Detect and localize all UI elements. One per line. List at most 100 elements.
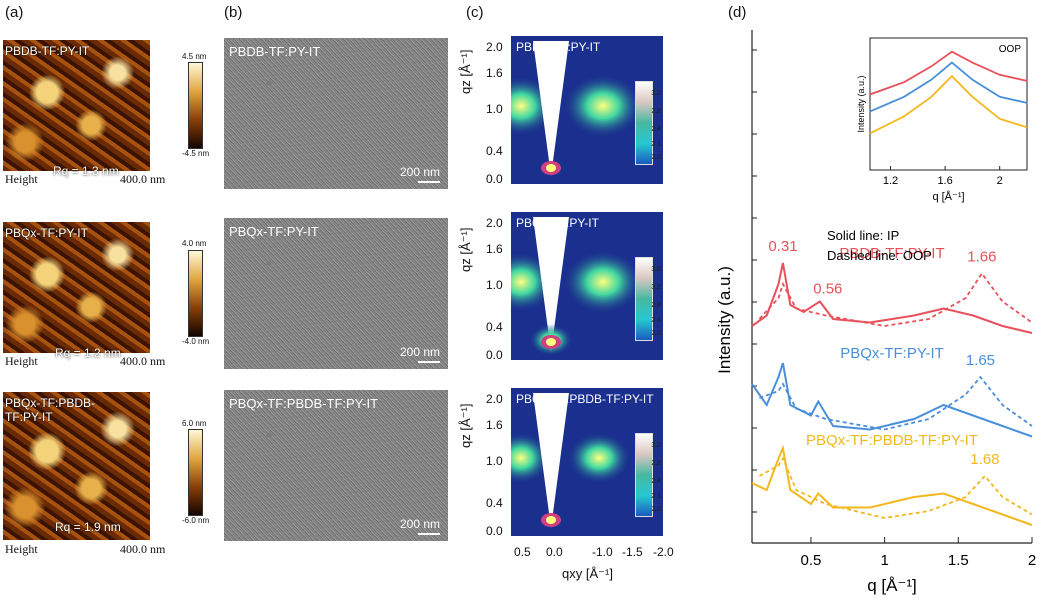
series-label: PBQx-TF:PY-IT — [840, 345, 944, 362]
giwaxs-ylabel: qz [Å⁻¹] — [458, 227, 473, 272]
panel-label-a: (a) — [5, 4, 24, 21]
afm-colorbar-max: 4.5 nm — [182, 52, 207, 61]
giwaxs-cb-tick: 2.0 — [651, 506, 661, 513]
tem-image-3: PBQx-TF:PBDB-TF:PY-IT 200 nm — [224, 390, 448, 541]
giwaxs-xtick: -1.0 — [592, 545, 613, 559]
giwaxs-ytick: 1.0 — [486, 102, 503, 116]
afm-height-label: Height — [5, 172, 38, 186]
afm-colorbar — [188, 62, 203, 149]
giwaxs-ytick: 0.0 — [486, 348, 503, 362]
giwaxs-colorbar — [635, 257, 653, 341]
afm-colorbar — [188, 429, 203, 516]
giwaxs-ytick: 0.4 — [486, 320, 503, 334]
tem-scale-bar — [418, 181, 440, 183]
peak-annotation: 1.65 — [966, 352, 995, 369]
x-tick-label: 2 — [1028, 552, 1036, 569]
series-line-ip — [751, 444, 1033, 526]
giwaxs-pattern — [511, 217, 643, 356]
giwaxs-cb-tick: 2.4 — [651, 126, 661, 133]
panel-label-d: (d) — [728, 4, 747, 21]
y-axis-label: Intensity (a.u.) — [715, 266, 734, 374]
tem-scale-label: 200 nm — [399, 517, 440, 531]
giwaxs-cb-tick: 2.1 — [651, 141, 661, 148]
afm-colorbar-min: -6.0 nm — [182, 516, 210, 525]
series-line-oop — [758, 271, 1033, 327]
tem-scale-bar — [418, 533, 440, 535]
giwaxs-colorbar — [635, 81, 653, 165]
giwaxs-cb-tick: 3.6 — [651, 266, 661, 273]
inset-x-tick-label: 2 — [997, 175, 1003, 187]
inset-y-label: Intensity (a.u.) — [856, 75, 866, 132]
series-line-ip — [751, 262, 1033, 334]
tem-image-1: PBDB-TF:PY-IT 200 nm — [224, 38, 448, 189]
peak-annotation: 0.56 — [813, 281, 842, 298]
series-label: PBQx-TF:PBDB-TF:PY-IT — [806, 432, 978, 449]
panel-label-c: (c) — [466, 4, 484, 21]
inset-series-line — [869, 74, 1028, 135]
giwaxs-ytick: 2.0 — [486, 392, 503, 406]
afm-title: PBQx-TF:PY-IT — [5, 226, 88, 240]
afm-scan-size: 400.0 nm — [120, 354, 166, 368]
giwaxs-xtick: 0.5 — [514, 545, 531, 559]
giwaxs-pattern — [511, 393, 631, 528]
giwaxs-image-2: PBQx-TF:PY-IT 3.6 3.2 2.8 2.4 2.0 — [511, 212, 663, 360]
giwaxs-ytick: 0.0 — [486, 172, 503, 186]
giwaxs-ytick: 1.6 — [486, 242, 503, 256]
giwaxs-pattern — [511, 41, 643, 176]
inset-x-label: q [Å⁻¹] — [932, 190, 964, 203]
giwaxs-ytick: 0.4 — [486, 144, 503, 158]
giwaxs-cb-tick: 3.2 — [651, 90, 661, 97]
legend-dashed: Dashed line: OOP — [827, 248, 932, 263]
afm-image-2: PBQx-TF:PY-IT Rq = 1.2 nm — [3, 222, 150, 360]
giwaxs-xtick: -2.0 — [653, 545, 674, 559]
giwaxs-cb-tick: 2.8 — [651, 460, 661, 467]
giwaxs-title: PBQx-TF:PBDB-TF:PY-IT — [516, 392, 654, 406]
giwaxs-cb-tick: 2.1 — [651, 493, 661, 500]
afm-scan-size: 400.0 nm — [120, 172, 166, 186]
inset-x-tick-label: 1.6 — [937, 175, 952, 187]
afm-scan-size: 400.0 nm — [120, 542, 166, 556]
legend-solid: Solid line: IP — [827, 228, 899, 243]
scattering-profile-chart: 0.5 1 1.5 2 q [Å⁻¹] Intensity (a.u.) PBDB-TF:P… — [715, 30, 1036, 595]
x-tick-label: 1.5 — [948, 552, 969, 569]
inset-title: OOP — [999, 44, 1022, 55]
giwaxs-ytick: 1.6 — [486, 418, 503, 432]
giwaxs-ytick: 1.0 — [486, 454, 503, 468]
panel-label-b: (b) — [224, 4, 243, 21]
giwaxs-cb-tick: 2.4 — [651, 478, 661, 485]
series-line-oop — [759, 375, 1033, 431]
x-tick-label: 1 — [880, 552, 888, 569]
inset-series-line — [869, 50, 1028, 96]
giwaxs-ytick: 1.6 — [486, 66, 503, 80]
giwaxs-image-3: PBQx-TF:PBDB-TF:PY-IT 3.2 2.8 2.4 2.1 2.… — [511, 388, 663, 536]
x-axis-label: q [Å⁻¹] — [867, 576, 917, 595]
inset-x-tick-label: 1.2 — [883, 175, 898, 187]
afm-height-label: Height — [5, 542, 38, 556]
afm-colorbar-max: 6.0 nm — [182, 419, 207, 428]
series-label: PBDB-TF:PY-IT — [839, 245, 944, 262]
tem-scale-bar — [418, 361, 440, 363]
giwaxs-xlabel: qxy [Å⁻¹] — [562, 566, 613, 581]
tem-image-2: PBQx-TF:PY-IT 200 nm — [224, 218, 448, 369]
giwaxs-cb-tick: 2.0 — [651, 154, 661, 161]
inset-frame — [869, 37, 1028, 171]
afm-roughness: Rq = 1.9 nm — [55, 520, 121, 534]
afm-colorbar-min: -4.5 nm — [182, 149, 210, 158]
giwaxs-ytick: 0.4 — [486, 496, 503, 510]
afm-image-1: PBDB-TF:PY-IT Rq = 1.3 nm — [3, 40, 150, 178]
afm-colorbar-min: -4.0 nm — [182, 337, 210, 346]
afm-height-label: Height — [5, 354, 38, 368]
tem-title: PBQx-TF:PBDB-TF:PY-IT — [229, 396, 379, 411]
peak-annotation: 0.31 — [768, 238, 797, 255]
giwaxs-image-1: PBDB-TF:PY-IT 3.2 2.8 2.4 2.1 2.0 — [511, 36, 663, 184]
afm-colorbar — [188, 250, 203, 337]
giwaxs-colorbar — [635, 433, 653, 517]
giwaxs-ytick: 2.0 — [486, 40, 503, 54]
tem-scale-label: 200 nm — [399, 345, 440, 359]
giwaxs-cb-tick: 2.8 — [651, 108, 661, 115]
giwaxs-cb-tick: 3.2 — [651, 284, 661, 291]
peak-annotation: 1.66 — [967, 249, 996, 266]
giwaxs-ytick: 1.0 — [486, 278, 503, 292]
giwaxs-ylabel: qz [Å⁻¹] — [458, 49, 473, 94]
tem-title: PBQx-TF:PY-IT — [229, 224, 319, 239]
